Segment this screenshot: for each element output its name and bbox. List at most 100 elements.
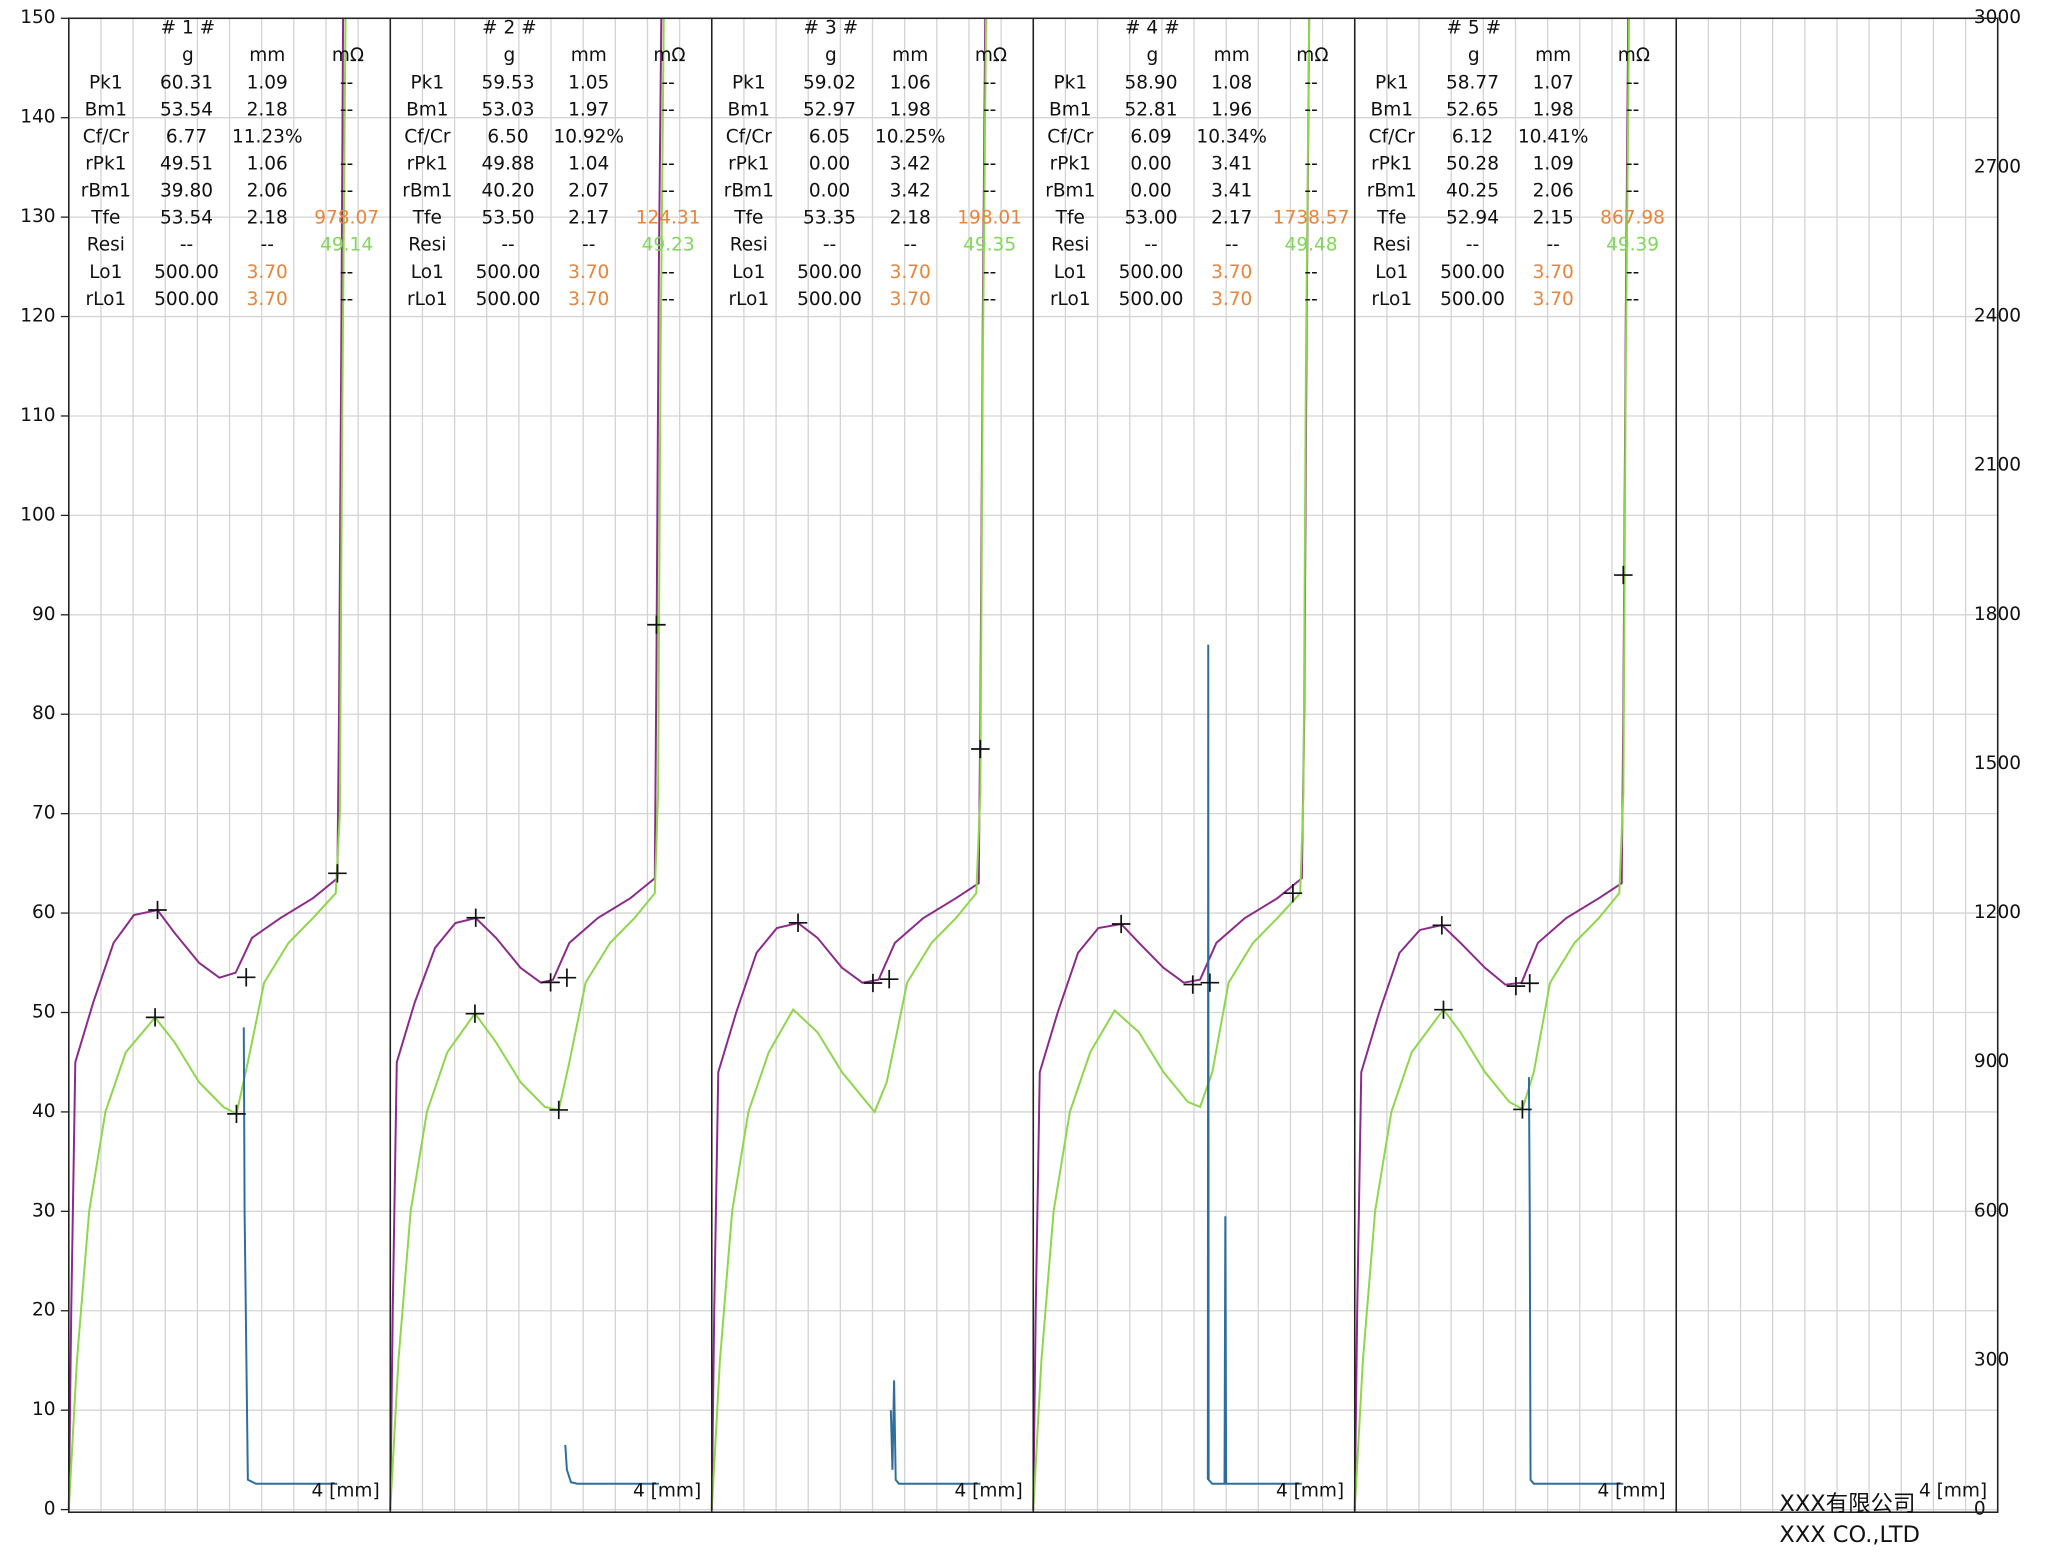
table-header: mΩ [975,45,1007,66]
table-cell: -- [340,73,353,94]
table-cell: 3.70 [568,262,609,283]
table-header: mm [1214,45,1250,66]
table-header: g [1146,45,1158,66]
table-cell: -- [1304,289,1317,310]
row-label: rBm1 [1045,181,1095,202]
table-cell: 60.31 [160,73,213,94]
table-cell: -- [661,262,674,283]
frame: 0 10 20 30 40 50 60 70 80 90 100 110 120 130 140 150 0 30… [20,7,2021,1519]
table-cell: -- [661,154,674,175]
table-cell: 2.15 [1533,208,1574,229]
table-cell: 53.54 [160,100,213,121]
table-cell: -- [1626,100,1639,121]
y-tick-label: 20 [32,1300,56,1321]
table-cell: -- [661,181,674,202]
marker [541,973,560,992]
panel-title: # 2 # [482,18,537,39]
row-label: Bm1 [728,100,771,121]
row-label: rPk1 [1371,154,1412,175]
row-label: Pk1 [732,73,766,94]
table-cell: 40.25 [1446,181,1499,202]
table-cell: 500.00 [797,262,862,283]
table-cell: -- [823,235,836,256]
table-cell: 500.00 [1440,289,1505,310]
table-cell: -- [983,73,996,94]
table-cell: 52.65 [1446,100,1499,121]
table-cell: 500.00 [476,262,541,283]
table-cell: 49.14 [320,235,373,256]
table-cell: 10.92% [553,127,624,148]
marker [863,973,883,993]
table-cell: -- [1304,100,1317,121]
table-cell: -- [1626,154,1639,175]
table-header: g [182,45,194,66]
table-cell: -- [983,262,996,283]
row-label: Lo1 [732,262,765,283]
table-header: g [825,45,837,66]
table-cell: -- [983,100,996,121]
table-cell: 58.90 [1125,73,1178,94]
table-cell: 2.18 [247,208,288,229]
row-label: Lo1 [89,262,122,283]
y2-tick-label: 0 [1974,1499,1986,1520]
x-axis-label: 4 [mm] [955,1480,1023,1501]
marker [879,970,899,989]
row-label: rBm1 [402,181,452,202]
curve [710,18,988,1510]
table-cell: 500.00 [154,262,219,283]
table-cell: 53.35 [803,208,856,229]
curve [1527,1077,1624,1485]
table-header: mΩ [653,45,685,66]
row-label: rLo1 [1050,289,1091,310]
y-tick-label: 150 [20,7,55,28]
row-label: Bm1 [1049,100,1092,121]
curve [564,1444,659,1485]
table-cell: 2.07 [568,181,609,202]
table-cell: 2.18 [890,208,931,229]
table-cell: 49.23 [642,235,695,256]
row-label: rLo1 [1371,289,1412,310]
table-cell: -- [1626,181,1639,202]
row-label: Resi [87,235,125,256]
table-cell: 1.06 [247,154,288,175]
table-cell: -- [501,235,514,256]
table-cell: -- [1304,73,1317,94]
row-label: Tfe [1376,208,1406,229]
table-cell: 2.17 [568,208,609,229]
table-cell: 3.41 [1211,181,1252,202]
table-cell: 50.28 [1446,154,1499,175]
table-cell: 500.00 [1119,262,1184,283]
row-label: Cf/Cr [726,127,773,148]
marker [1513,1100,1532,1119]
table-cell: 500.00 [154,289,219,310]
marker [328,864,347,883]
table-cell: 6.12 [1452,127,1493,148]
row-label: Bm1 [1371,100,1414,121]
table-header: mm [1535,45,1571,66]
table-cell: 10.25% [875,127,946,148]
y2-tick-label: 300 [1974,1350,2009,1371]
table-cell: 3.70 [890,262,931,283]
table-cell: 3.42 [890,154,931,175]
marker [1520,974,1540,993]
table-cell: 2.06 [247,181,288,202]
table-cell: -- [340,262,353,283]
table-cell: 3.41 [1211,154,1252,175]
table-cell: -- [1547,235,1560,256]
marker [227,1104,246,1124]
table-cell: -- [340,181,353,202]
table-cell: -- [1626,262,1639,283]
x-axis-label: 4 [mm] [633,1480,701,1501]
table-cell: -- [340,100,353,121]
table-cell: 52.81 [1125,100,1178,121]
curve [1353,18,1631,1510]
y-tick-label: 70 [32,803,56,824]
table-cell: 1.09 [247,73,288,94]
x-axis-label: 4 [mm] [312,1480,380,1501]
marker [557,968,577,987]
y-tick-label: 100 [20,504,55,525]
row-label: rPk1 [407,154,448,175]
row-label: rBm1 [81,181,131,202]
